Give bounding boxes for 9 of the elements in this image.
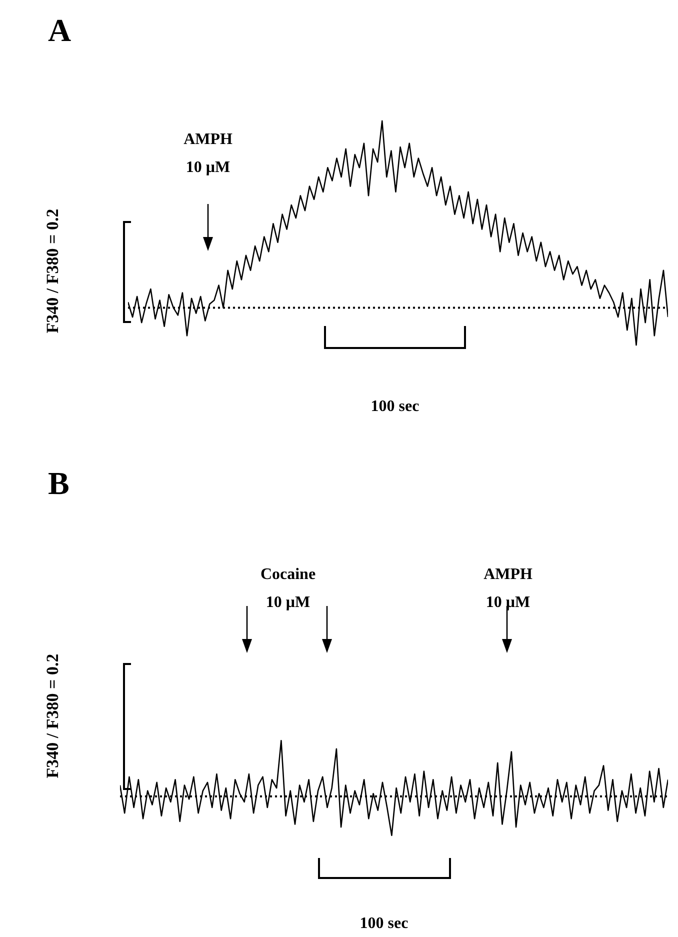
text: 100 sec <box>358 914 410 934</box>
text: AMPH 10 μM <box>482 565 534 613</box>
annotation: AMPH 10 μM <box>182 130 234 178</box>
text: 100 sec <box>370 397 420 417</box>
chart-title: B <box>48 465 70 502</box>
y-axis-title: F340 / F380 = 0.2 <box>43 208 63 336</box>
chart-title: A <box>48 12 72 49</box>
text: Cocaine 10 μM <box>259 565 317 613</box>
y-axis-title: F340 / F380 = 0.2 <box>43 652 63 780</box>
